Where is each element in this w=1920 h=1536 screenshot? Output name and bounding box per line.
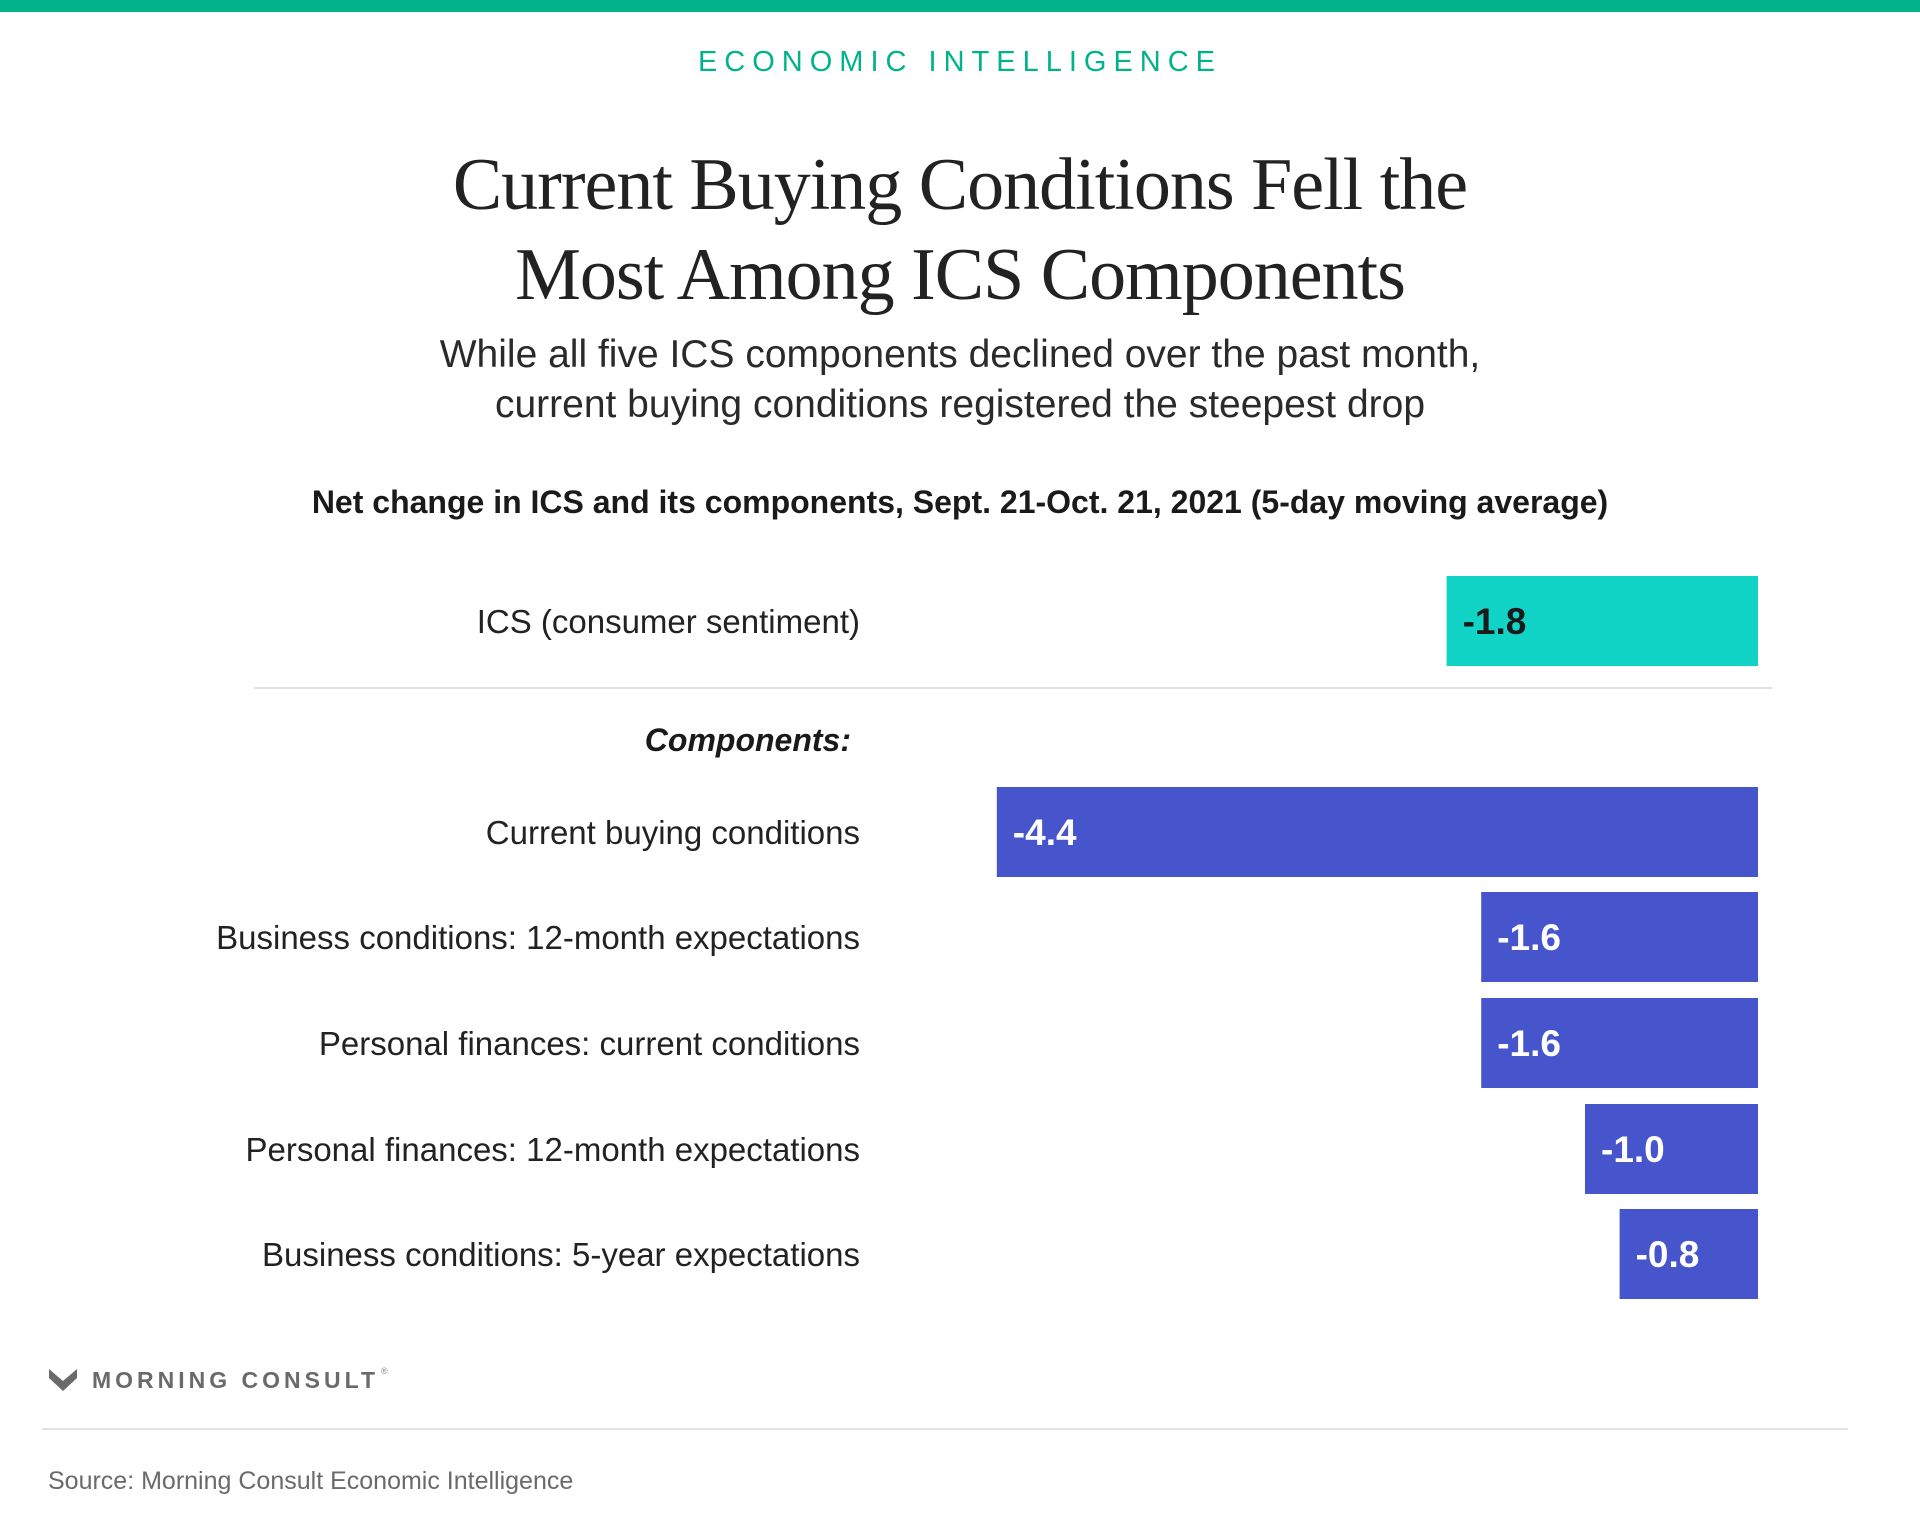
bar: [1446, 576, 1758, 666]
data-label: -1.6: [1497, 917, 1561, 958]
data-label: -1.8: [1463, 601, 1527, 642]
brand-logo: MORNING CONSULT ®: [48, 1364, 388, 1396]
category-label: Business conditions: 5-year expectations: [262, 1236, 860, 1273]
bar: [1619, 1209, 1758, 1299]
category-label: ICS (consumer sentiment): [477, 603, 860, 640]
category-label: Current buying conditions: [486, 814, 860, 851]
logo-trademark: ®: [381, 1366, 388, 1376]
top-accent-rule: [0, 0, 1920, 12]
category-label: Personal finances: 12-month expectations: [245, 1131, 860, 1168]
page-title: Current Buying Conditions Fell the Most …: [160, 140, 1760, 320]
data-label: -4.4: [1013, 812, 1077, 853]
page-subtitle: While all five ICS components declined o…: [160, 330, 1760, 430]
subtitle-line-1: While all five ICS components declined o…: [439, 333, 1481, 376]
bar: [1585, 1104, 1758, 1194]
footer-divider: [42, 1428, 1848, 1430]
title-line-2: Most Among ICS Components: [515, 234, 1406, 316]
data-label: -1.6: [1497, 1023, 1561, 1064]
subtitle-line-2: current buying conditions registered the…: [494, 383, 1426, 426]
chart-title: Net change in ICS and its components, Se…: [311, 484, 1609, 520]
title-line-1: Current Buying Conditions Fell the: [452, 144, 1468, 226]
bar: [1481, 998, 1758, 1088]
logo-text: MORNING CONSULT: [92, 1366, 380, 1393]
kicker-label: ECONOMIC INTELLIGENCE: [697, 46, 1223, 78]
data-label: -1.0: [1601, 1129, 1665, 1170]
category-label: Personal finances: current conditions: [319, 1025, 860, 1062]
bar: [1481, 892, 1758, 982]
bar: [996, 787, 1758, 877]
data-label: -0.8: [1636, 1234, 1700, 1275]
source-note: Source: Morning Consult Economic Intelli…: [48, 1467, 574, 1495]
category-label: Business conditions: 12-month expectatio…: [216, 919, 860, 956]
components-group-label: Components:: [645, 722, 851, 758]
morning-consult-m-icon: [49, 1369, 77, 1391]
